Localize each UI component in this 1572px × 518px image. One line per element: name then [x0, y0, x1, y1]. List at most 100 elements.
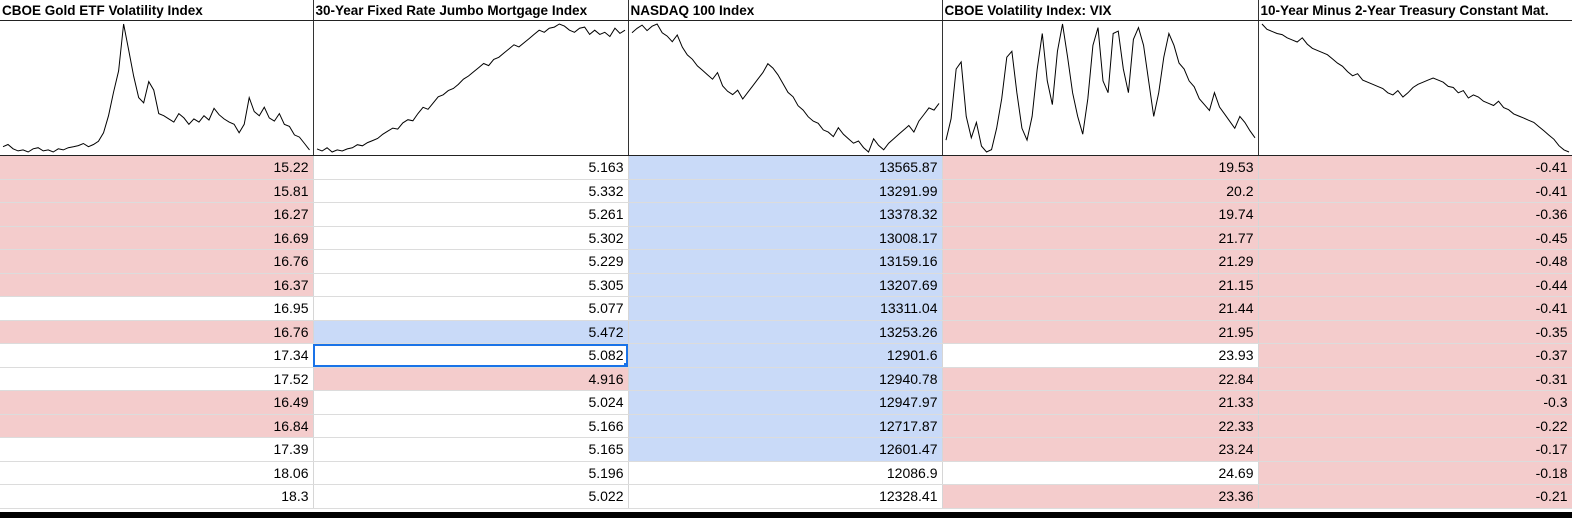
table-cell[interactable]: 16.69	[0, 226, 314, 250]
table-cell[interactable]: 13159.16	[628, 249, 943, 274]
table-cell[interactable]: 23.93	[942, 343, 1259, 368]
table-cell[interactable]: 23.24	[942, 437, 1259, 462]
table-row: 16.49 5.024 12947.97 21.33 -0.3	[0, 390, 1572, 415]
table-cell[interactable]: 5.261	[313, 202, 629, 227]
table-cell[interactable]: 17.52	[0, 367, 314, 391]
table-cell[interactable]: 19.74	[942, 202, 1259, 227]
table-cell[interactable]: -0.45	[1258, 226, 1572, 250]
table-row: 17.34 5.082 12901.6 23.93 -0.37	[0, 343, 1572, 368]
table-cell[interactable]: -0.48	[1258, 249, 1572, 274]
table-cell[interactable]: 21.95	[942, 320, 1259, 344]
sparkline-cell[interactable]	[942, 20, 1259, 156]
table-cell[interactable]: 16.95	[0, 296, 314, 321]
table-cell[interactable]: 13008.17	[628, 226, 943, 250]
table-cell[interactable]: -0.41	[1258, 179, 1572, 203]
table-cell[interactable]: 13565.87	[628, 155, 943, 180]
sparkline-cell[interactable]	[1258, 20, 1572, 156]
table-cell[interactable]: -0.3	[1258, 390, 1572, 415]
table-cell[interactable]: 5.022	[313, 484, 629, 509]
table-cell[interactable]: 22.84	[942, 367, 1259, 391]
table-cell[interactable]: 16.76	[0, 320, 314, 344]
table-cell[interactable]: 5.166	[313, 414, 629, 438]
table-cell[interactable]: 12601.47	[628, 437, 943, 462]
header-row: CBOE Gold ETF Volatility Index 30-Year F…	[0, 0, 1572, 21]
table-cell[interactable]: -0.21	[1258, 484, 1572, 509]
table-cell[interactable]: -0.17	[1258, 437, 1572, 462]
table-cell[interactable]: 5.163	[313, 155, 629, 180]
table-cell[interactable]: 5.196	[313, 461, 629, 485]
column-header-jumbo-mortgage[interactable]: 30-Year Fixed Rate Jumbo Mortgage Index	[313, 0, 629, 21]
table-cell[interactable]: 21.77	[942, 226, 1259, 250]
table-cell[interactable]: 21.33	[942, 390, 1259, 415]
sparkline-cell[interactable]	[628, 20, 943, 156]
table-cell[interactable]: 21.44	[942, 296, 1259, 321]
table-cell[interactable]: 5.077	[313, 296, 629, 321]
table-cell[interactable]: -0.37	[1258, 343, 1572, 368]
sparkline-treasury-spread	[1261, 23, 1569, 153]
table-cell[interactable]: -0.18	[1258, 461, 1572, 485]
sparkline-gold-vol	[2, 23, 310, 153]
column-header-nasdaq-100[interactable]: NASDAQ 100 Index	[628, 0, 943, 21]
table-cell[interactable]: 22.33	[942, 414, 1259, 438]
table-cell[interactable]: 5.229	[313, 249, 629, 274]
table-cell[interactable]: 13253.26	[628, 320, 943, 344]
table-cell[interactable]: 16.27	[0, 202, 314, 227]
table-cell[interactable]: 5.024	[313, 390, 629, 415]
table-cell[interactable]: -0.31	[1258, 367, 1572, 391]
table-row: 18.06 5.196 12086.9 24.69 -0.18	[0, 461, 1572, 485]
table-row: 18.3 5.022 12328.41 23.36 -0.21	[0, 484, 1572, 509]
table-cell[interactable]: 12328.41	[628, 484, 943, 509]
table-cell[interactable]: 13311.04	[628, 296, 943, 321]
table-cell[interactable]: 16.49	[0, 390, 314, 415]
table-cell[interactable]: 17.34	[0, 343, 314, 368]
sparkline-vix	[945, 23, 1255, 153]
table-cell[interactable]: 12901.6	[628, 343, 943, 368]
table-cell[interactable]: 15.22	[0, 155, 314, 180]
table-cell[interactable]: 5.332	[313, 179, 629, 203]
table-cell[interactable]: 23.36	[942, 484, 1259, 509]
table-cell[interactable]: -0.44	[1258, 273, 1572, 297]
table-cell[interactable]: 15.81	[0, 179, 314, 203]
table-cell[interactable]: 4.916	[313, 367, 629, 391]
table-cell[interactable]: 5.302	[313, 226, 629, 250]
table-cell[interactable]: 18.3	[0, 484, 314, 509]
table-cell[interactable]: 12947.97	[628, 390, 943, 415]
table-cell[interactable]: 13207.69	[628, 273, 943, 297]
table-cell[interactable]: 21.15	[942, 273, 1259, 297]
table-cell[interactable]: 5.165	[313, 437, 629, 462]
table-cell[interactable]: 20.2	[942, 179, 1259, 203]
table-row: 16.37 5.305 13207.69 21.15 -0.44	[0, 273, 1572, 297]
table-cell[interactable]: 16.84	[0, 414, 314, 438]
table-cell[interactable]: -0.35	[1258, 320, 1572, 344]
table-cell[interactable]: 12940.78	[628, 367, 943, 391]
selected-cell[interactable]: 5.082	[313, 343, 629, 368]
column-header-treasury-spread[interactable]: 10-Year Minus 2-Year Treasury Constant M…	[1258, 0, 1572, 21]
sparkline-nasdaq-100	[631, 23, 939, 153]
sparkline-cell[interactable]	[0, 20, 314, 156]
sparkline-jumbo-mortgage	[316, 23, 625, 153]
column-header-vix[interactable]: CBOE Volatility Index: VIX	[942, 0, 1259, 21]
sparkline-cell[interactable]	[313, 20, 629, 156]
fill-handle[interactable]	[623, 362, 627, 367]
table-cell[interactable]: -0.36	[1258, 202, 1572, 227]
table-cell[interactable]: 18.06	[0, 461, 314, 485]
table-cell[interactable]: -0.22	[1258, 414, 1572, 438]
table-row: 16.76 5.472 13253.26 21.95 -0.35	[0, 320, 1572, 344]
table-cell[interactable]: 19.53	[942, 155, 1259, 180]
table-cell[interactable]: 13291.99	[628, 179, 943, 203]
column-header-gold-vol[interactable]: CBOE Gold ETF Volatility Index	[0, 0, 314, 21]
table-cell[interactable]: 5.472	[313, 320, 629, 344]
table-cell[interactable]: -0.41	[1258, 155, 1572, 180]
table-cell[interactable]: 5.305	[313, 273, 629, 297]
table-cell[interactable]: -0.41	[1258, 296, 1572, 321]
table-cell[interactable]: 16.37	[0, 273, 314, 297]
table-cell[interactable]: 16.76	[0, 249, 314, 274]
table-cell[interactable]: 21.29	[942, 249, 1259, 274]
table-cell[interactable]: 13378.32	[628, 202, 943, 227]
table-cell[interactable]: 24.69	[942, 461, 1259, 485]
table-cell[interactable]: 12717.87	[628, 414, 943, 438]
table-cell[interactable]: 17.39	[0, 437, 314, 462]
table-cell[interactable]: 12086.9	[628, 461, 943, 485]
